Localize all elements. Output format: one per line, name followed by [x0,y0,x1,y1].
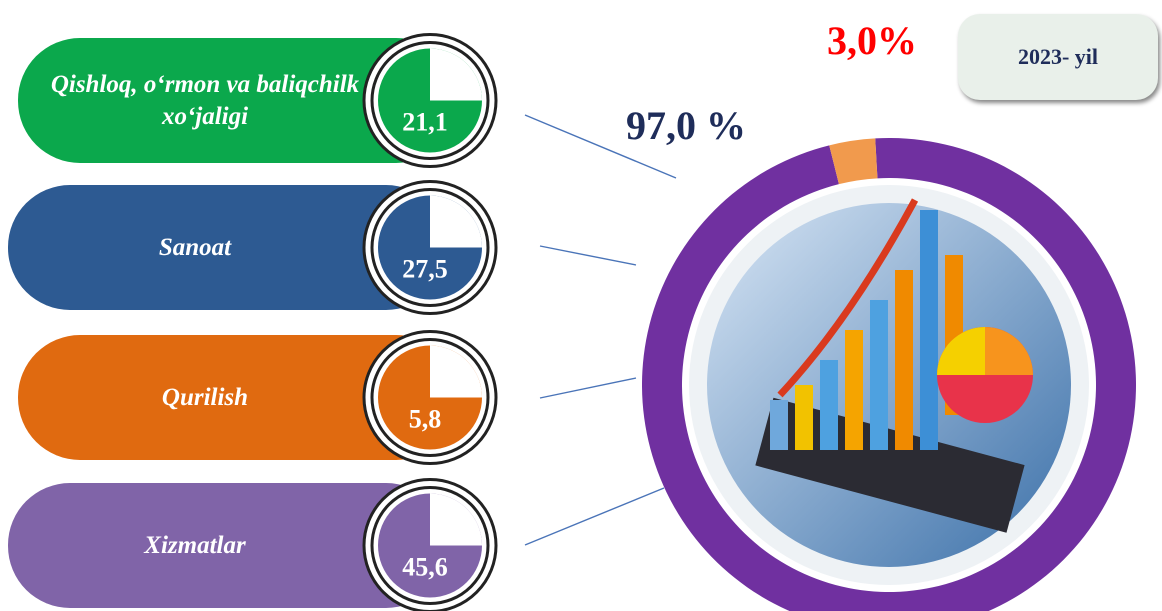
value-label: 45,6 [402,553,448,582]
category-label: Xizmatlar [40,483,350,608]
category-label: Sanoat [40,185,350,310]
value-label: 5,8 [409,405,442,434]
category-label: Qurilish [50,335,360,460]
infographic: 21,1 27,5 5,8 45,6 97,0 % 3,0% 2023- yil Qis… [0,0,1162,611]
value-label: 21,1 [402,108,448,137]
category-label: Qishloq, o‘rmon va baliqchilk xo‘jaligi [50,38,360,163]
center-picture [689,185,1089,585]
value-label: 97,0 % [626,103,746,148]
year-badge: 2023- yil [958,14,1158,100]
value-label: 3,0% [827,18,917,63]
value-label: 27,5 [402,255,448,284]
